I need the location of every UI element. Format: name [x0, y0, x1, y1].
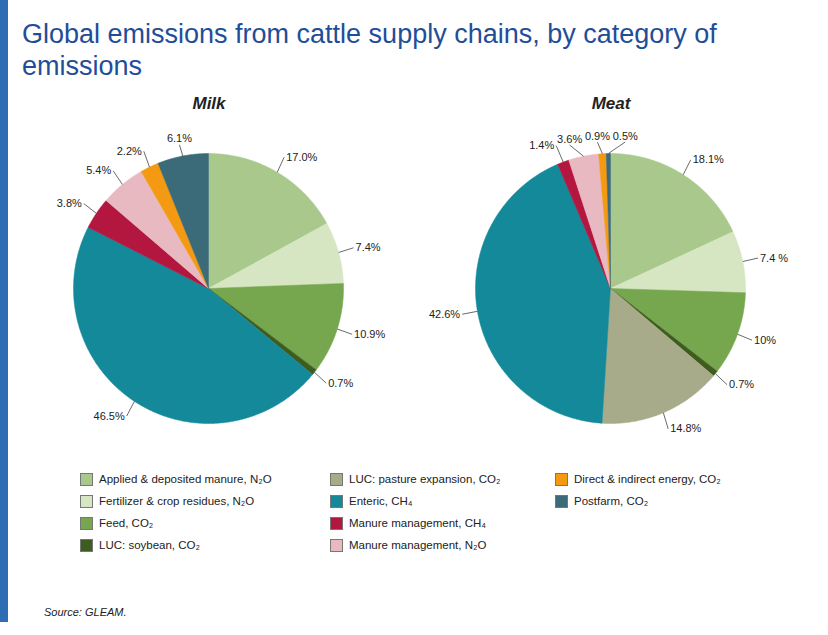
svg-text:2.2%: 2.2%: [117, 145, 142, 157]
svg-text:10%: 10%: [754, 334, 776, 346]
svg-text:18.1%: 18.1%: [693, 153, 724, 165]
html-text:Direct & indirect energy, CO₂: Direct & indirect energy, CO₂: [574, 473, 721, 485]
html-text:Milk: Milk: [192, 94, 226, 113]
html-text:Postfarm, CO₂: Postfarm, CO₂: [574, 495, 649, 507]
html-text:Manure management, CH₄: Manure management, CH₄: [349, 517, 486, 529]
svg-text:17.0%: 17.0%: [286, 151, 317, 163]
svg-text:7.4%: 7.4%: [356, 241, 381, 253]
html-text:Global emissions from cattle s: Global emissions from cattle supply chai…: [22, 19, 717, 81]
html-text:Manure management, N₂O: Manure management, N₂O: [349, 539, 487, 551]
svg-text:46.5%: 46.5%: [94, 410, 125, 422]
svg-text:7.4 %: 7.4 %: [760, 252, 788, 264]
html-text:Enteric, CH₄: Enteric, CH₄: [349, 495, 413, 507]
html-text:LUC: soybean, CO₂: LUC: soybean, CO₂: [99, 539, 200, 551]
svg-text:5.4%: 5.4%: [86, 164, 111, 176]
html-text:Feed, CO₂: Feed, CO₂: [99, 517, 154, 529]
svg-text:0.5%: 0.5%: [613, 129, 638, 141]
svg-text:0.7%: 0.7%: [328, 377, 353, 389]
svg-text:0.9%: 0.9%: [585, 130, 610, 142]
svg-text:10.9%: 10.9%: [354, 328, 385, 340]
svg-text:3.6%: 3.6%: [557, 133, 582, 145]
svg-text:1.4%: 1.4%: [529, 139, 554, 151]
html-text:Meat: Meat: [591, 94, 631, 113]
svg-text:42.6%: 42.6%: [429, 308, 460, 320]
svg-text:3.8%: 3.8%: [57, 197, 82, 209]
html-text:Source: GLEAM.: Source: GLEAM.: [44, 606, 127, 618]
html-text:LUC: pasture expansion, CO₂: LUC: pasture expansion, CO₂: [349, 473, 501, 485]
html-text:Fertilizer & crop residues, N₂: Fertilizer & crop residues, N₂O: [99, 495, 255, 507]
svg-text:6.1%: 6.1%: [167, 132, 192, 144]
html-text:Applied & deposited manure, N₂: Applied & deposited manure, N₂O: [99, 473, 272, 485]
svg-text:0.7%: 0.7%: [729, 378, 754, 390]
svg-text:14.8%: 14.8%: [670, 422, 701, 434]
